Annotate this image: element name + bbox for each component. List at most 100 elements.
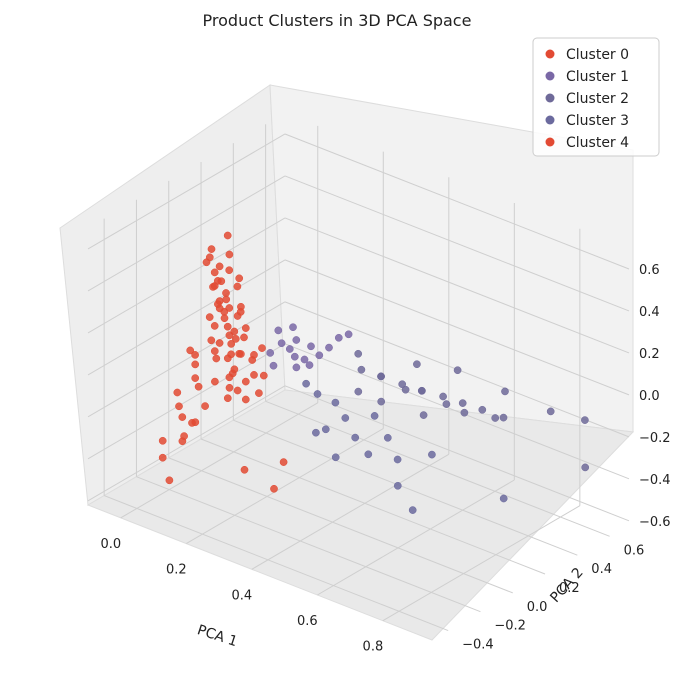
data-point-cluster-3 [313,390,322,398]
data-point-cluster-3 [370,412,379,420]
legend-label: Cluster 3 [566,113,629,129]
grid-line-y [168,457,513,594]
z-tick-label: 0.0 [639,389,660,404]
legend-box [532,37,660,157]
z-tick-labels: −0.6 −0.4 −0.2 0.0 0.2 0.4 0.6 [639,263,671,530]
grid-line-y [103,495,449,632]
data-point-cluster-0 [202,258,211,267]
data-point-cluster-3 [321,425,330,434]
z-tick-label: −0.4 [639,473,671,488]
data-point-cluster-2 [377,397,386,406]
grid-line-z [284,133,630,270]
data-point-cluster-1 [269,361,278,370]
data-point-cluster-0 [209,283,217,291]
z-tick-label: 0.4 [639,305,660,320]
y-tick-labels: −0.4−0.20.0 0.2 0.4 0.6 [462,543,644,652]
legend-marker [545,115,555,125]
data-point-cluster-4 [225,266,234,275]
data-point-cluster-0 [210,322,219,330]
data-point-cluster-0 [186,346,195,355]
data-point-cluster-2 [458,399,467,407]
data-point-cluster-0 [250,371,258,379]
data-point-cluster-3 [383,433,392,442]
z-tick-label: 0.6 [639,263,660,278]
data-point-cluster-0 [207,245,216,253]
data-point-cluster-2 [413,360,421,369]
legend-label: Cluster 1 [566,69,629,85]
data-point-cluster-0 [215,262,224,271]
grid-line-z [87,385,286,502]
data-point-cluster-4 [258,344,266,352]
data-point-cluster-1 [305,361,314,369]
grid-line-y [200,438,546,575]
data-point-cluster-2 [442,400,451,408]
legend: Cluster 0 Cluster 1 Cluster 2 Cluster 3 Clus… [532,37,660,157]
data-point-cluster-0 [230,327,239,336]
data-point-cluster-4 [248,356,257,364]
data-point-cluster-0 [220,314,229,323]
legend-marker [545,71,555,81]
data-point-cluster-2 [581,416,589,424]
legend-marker [545,49,555,59]
data-point-cluster-2 [546,407,555,416]
data-point-cluster-1 [274,326,283,335]
data-point-cluster-2 [398,380,407,389]
data-point-cluster-0 [233,386,242,395]
data-point-cluster-0 [215,339,224,347]
data-point-cluster-0 [173,388,182,397]
x-tick-label: 0.0 [100,537,121,552]
data-point-cluster-0 [230,365,239,374]
y-tick-label: −0.4 [462,638,494,653]
data-point-cluster-0 [223,354,232,363]
data-point-cluster-2 [401,385,410,394]
data-point-cluster-0 [194,382,203,391]
data-points [158,231,590,514]
data-point-cluster-2 [491,414,500,422]
data-point-cluster-3 [393,455,402,464]
y-tick-label: 0.0 [527,600,548,615]
z-tick-label: −0.6 [639,515,671,530]
data-point-cluster-1 [290,352,299,361]
grid-line-x [251,453,450,570]
data-point-cluster-2 [460,408,469,417]
x-tick-label: 0.8 [363,640,384,655]
data-point-cluster-4 [222,289,230,297]
data-point-cluster-1 [285,345,294,353]
data-point-cluster-2 [357,365,366,374]
legend-label: Cluster 0 [566,47,629,63]
grid-line-z [87,217,286,334]
grid-line-x [382,505,581,622]
data-point-cluster-3 [312,428,320,437]
data-point-cluster-0 [241,377,250,386]
data-point-cluster-0 [225,250,234,259]
data-point-cluster-0 [222,295,231,304]
data-point-cluster-0 [210,347,219,355]
data-point-cluster-3 [302,379,310,388]
data-point-cluster-0 [191,360,200,369]
data-point-cluster-4 [233,282,242,291]
data-point-cluster-0 [158,453,167,462]
z-tick-label: 0.2 [639,347,660,362]
grid-line-z [87,301,286,418]
x-tick-labels: 0.0 0.2 0.4 0.6 0.8 [100,537,383,655]
data-point-cluster-3 [331,453,340,462]
data-point-cluster-2 [439,392,447,401]
data-point-cluster-4 [223,322,232,331]
grid-lines [87,124,630,632]
data-point-cluster-0 [191,351,199,359]
data-point-cluster-3 [351,433,360,442]
grid-line-z [87,133,286,250]
data-point-cluster-3 [331,398,340,407]
data-point-cluster-4 [235,349,244,358]
x-tick-label: 0.2 [166,563,187,578]
data-point-cluster-0 [223,231,232,240]
data-point-cluster-0 [259,371,268,380]
data-point-cluster-2 [354,387,363,396]
data-point-cluster-4 [240,333,248,342]
data-point-cluster-0 [279,458,288,466]
data-point-cluster-0 [225,373,234,382]
data-point-cluster-3 [341,414,350,422]
grid-line-z [284,175,630,312]
data-point-cluster-0 [188,419,196,427]
